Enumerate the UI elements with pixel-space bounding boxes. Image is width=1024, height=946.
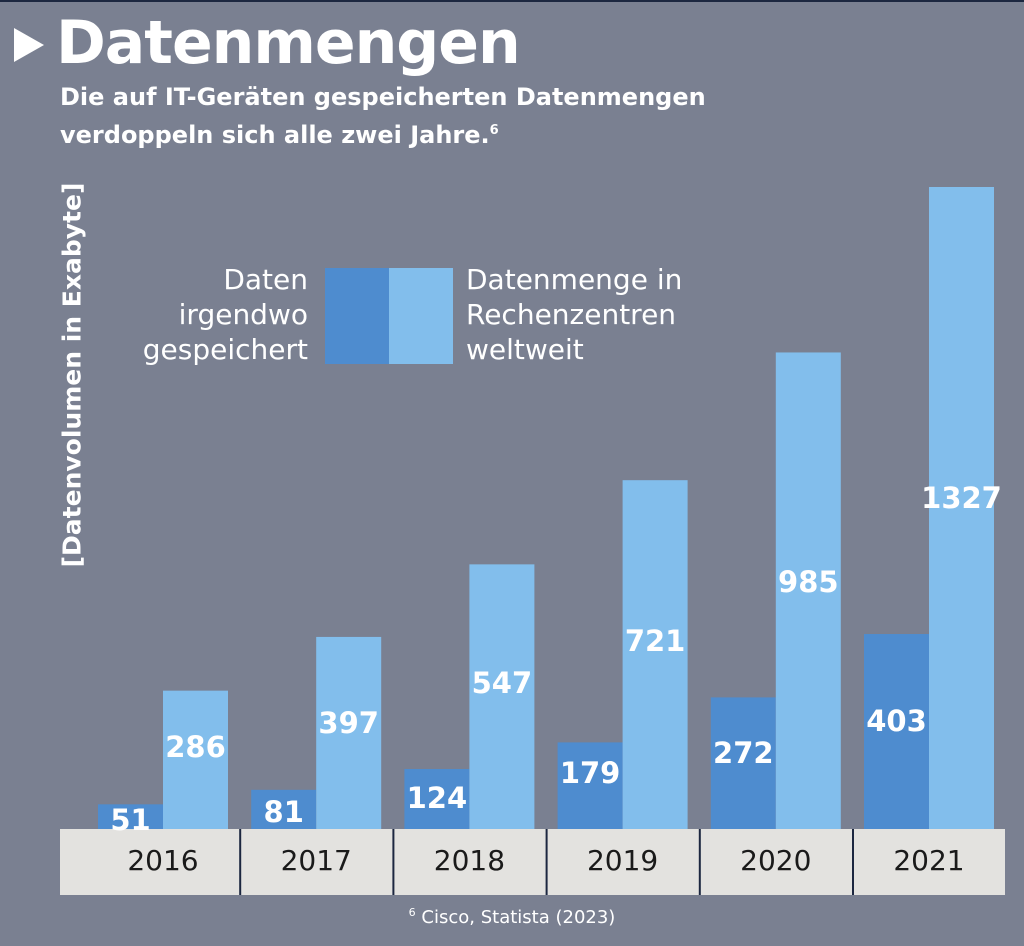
bar-light — [163, 690, 228, 829]
x-tick-label: 2021 — [893, 844, 964, 877]
subtitle-line-2: verdoppeln sich alle zwei Jahre.6 — [60, 114, 760, 152]
data-label: 81 — [264, 795, 304, 829]
bar-dark — [98, 804, 163, 829]
triangle-bullet-icon — [14, 28, 44, 62]
data-label: 51 — [110, 803, 150, 837]
legend-right-line: Datenmenge in — [466, 263, 683, 296]
legend-label-dark: Daten irgendwo gespeichert — [143, 262, 308, 367]
legend-label-light: Datenmenge in Rechenzentren weltweit — [466, 262, 682, 367]
legend-left-line: gespeichert — [142, 333, 308, 366]
data-label: 272 — [713, 736, 774, 770]
chart-title: Datenmengen — [56, 8, 521, 78]
bar-light — [469, 564, 535, 829]
data-label: 1327 — [921, 481, 1002, 515]
chart-subtitle: Die auf IT-Geräten gespeicherten Datenme… — [60, 80, 760, 152]
bar-dark — [864, 634, 929, 829]
x-axis-divider — [698, 829, 701, 895]
footnote-text: Cisco, Statista (2023) — [421, 907, 616, 928]
data-label: 721 — [625, 624, 686, 658]
subtitle-line-1: Die auf IT-Geräten gespeicherten Datenme… — [60, 83, 706, 111]
bar-light — [929, 187, 994, 829]
bar-light — [316, 636, 382, 829]
legend-left-line: Daten — [223, 263, 308, 296]
bar-dark — [251, 789, 317, 829]
x-tick-label: 2019 — [587, 844, 658, 877]
legend-right-line: Rechenzentren — [466, 298, 677, 331]
footnote-number: 6 — [408, 906, 416, 919]
legend-left-line: irgendwo — [178, 298, 308, 331]
x-tick-label: 2017 — [281, 844, 352, 877]
x-axis-divider — [545, 829, 548, 895]
footnote-ref: 6 — [489, 123, 499, 138]
legend-swatch-light — [389, 268, 453, 364]
legend-right-line: weltweit — [466, 333, 584, 366]
data-label: 397 — [318, 706, 379, 740]
x-axis-divider — [239, 829, 242, 895]
data-label: 547 — [472, 666, 533, 700]
data-label: 179 — [560, 756, 621, 790]
top-border — [0, 0, 1024, 2]
data-label: 985 — [778, 565, 839, 599]
x-axis-divider — [852, 829, 854, 895]
x-axis-band — [60, 829, 1005, 895]
data-label: 403 — [866, 704, 927, 738]
subtitle-line-2-text: verdoppeln sich alle zwei Jahre. — [60, 121, 490, 149]
data-label: 286 — [165, 730, 226, 764]
title-block: Datenmengen — [14, 8, 521, 78]
bar-light — [775, 352, 841, 829]
x-tick-label: 2020 — [740, 844, 811, 877]
legend-swatch-dark — [325, 268, 389, 364]
bar-light — [622, 480, 688, 829]
bar-dark — [404, 769, 470, 829]
data-label: 124 — [407, 781, 468, 815]
source-footnote: 6 Cisco, Statista (2023) — [0, 906, 1024, 928]
x-axis-divider — [392, 829, 395, 895]
bar-dark — [557, 742, 623, 829]
x-tick-label: 2016 — [127, 844, 198, 877]
bar-dark — [710, 697, 776, 829]
x-tick-label: 2018 — [434, 844, 505, 877]
